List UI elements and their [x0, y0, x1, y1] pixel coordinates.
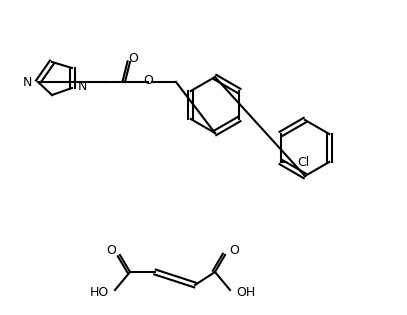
Text: HO: HO — [90, 287, 109, 300]
Text: Cl: Cl — [297, 156, 309, 169]
Text: N: N — [78, 79, 88, 93]
Text: O: O — [128, 51, 138, 65]
Text: O: O — [143, 75, 153, 88]
Text: N: N — [23, 76, 32, 89]
Text: O: O — [106, 244, 116, 257]
Text: O: O — [229, 244, 239, 257]
Text: OH: OH — [236, 287, 255, 300]
